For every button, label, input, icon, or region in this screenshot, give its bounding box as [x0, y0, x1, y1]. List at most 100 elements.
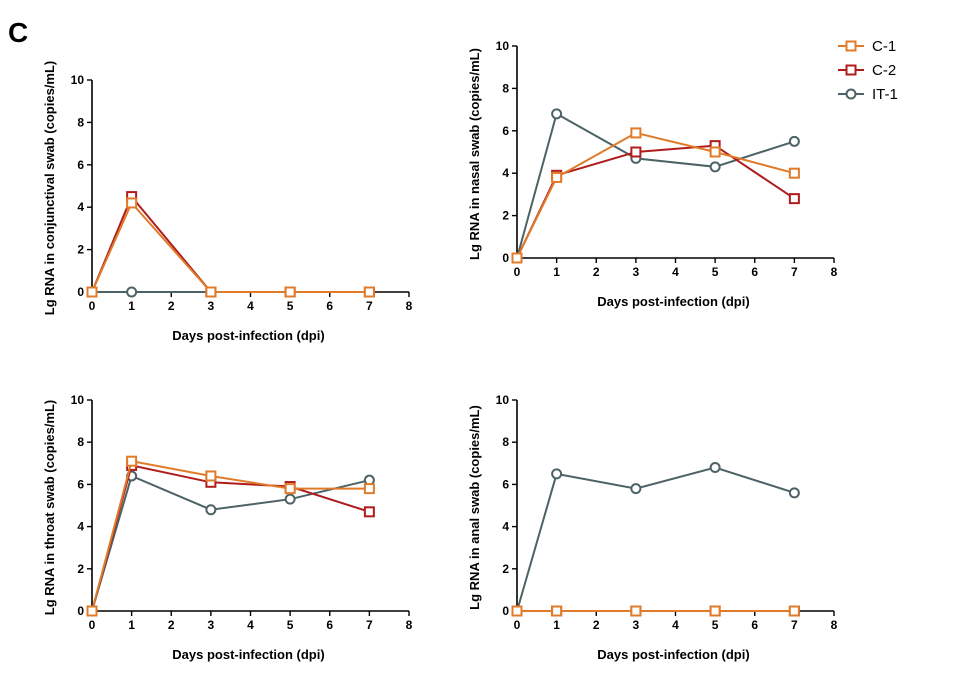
- y-tick-label: 0: [77, 285, 84, 299]
- series-C-1: [86, 455, 375, 617]
- data-point: [511, 252, 523, 264]
- x-tick-label: 2: [168, 618, 175, 632]
- y-tick-label: 4: [502, 166, 509, 180]
- data-point: [551, 171, 563, 183]
- y-tick-label: 4: [502, 520, 509, 534]
- data-point: [709, 462, 721, 474]
- x-tick-label: 1: [553, 265, 560, 279]
- legend-entry-C-2: C-2: [838, 62, 896, 79]
- y-axis-title: Lg RNA in anal swab (copies/mL): [467, 405, 482, 610]
- data-point: [205, 470, 217, 482]
- x-tick-label: 8: [406, 299, 413, 313]
- x-tick-label: 3: [633, 265, 640, 279]
- x-tick-label: 6: [751, 265, 758, 279]
- legend-label: IT-1: [872, 86, 898, 103]
- x-tick-label: 0: [514, 618, 521, 632]
- y-axis-title: Lg RNA in conjunctival swab (copies/mL): [42, 61, 57, 316]
- data-point: [788, 167, 800, 179]
- x-tick-label: 7: [366, 618, 373, 632]
- x-tick-label: 2: [593, 618, 600, 632]
- y-tick-label: 6: [77, 158, 84, 172]
- x-tick-label: 8: [406, 618, 413, 632]
- x-tick-label: 5: [712, 265, 719, 279]
- series-IT-1: [511, 108, 800, 264]
- series-line: [91, 464, 370, 612]
- series-line: [516, 131, 795, 259]
- data-point: [284, 483, 296, 495]
- data-point: [363, 483, 375, 495]
- chart-panel-2: 0 2 4 6 8 10 0 1 2 3 4 5 6 7 8 Days post-infection (dpi…: [467, 39, 838, 309]
- legend-marker: [845, 40, 857, 52]
- x-tick-label: 0: [89, 618, 96, 632]
- legend-entry-C-1: C-1: [838, 38, 896, 55]
- y-tick-label: 8: [77, 115, 84, 129]
- series-line: [91, 194, 370, 293]
- y-tick-label: 10: [496, 393, 510, 407]
- y-tick-label: 2: [502, 562, 509, 576]
- series-line: [516, 466, 795, 612]
- x-tick-label: 0: [89, 299, 96, 313]
- y-tick-label: 2: [502, 209, 509, 223]
- legend-entry-IT-1: IT-1: [838, 86, 898, 103]
- y-tick-label: 10: [71, 73, 85, 87]
- panel-label: C: [8, 17, 28, 48]
- series-C-2: [86, 459, 375, 617]
- charts-group: 0 2 4 6 8 10 0 1 2 3 4 5 6 7 8 Days post-infection (dpi…: [42, 39, 838, 662]
- data-point: [551, 108, 563, 120]
- series-IT-1: [511, 462, 800, 617]
- y-tick-label: 6: [502, 124, 509, 138]
- x-tick-label: 3: [208, 618, 215, 632]
- data-point: [630, 483, 642, 495]
- data-point: [709, 161, 721, 173]
- x-tick-label: 4: [672, 265, 679, 279]
- x-tick-label: 5: [287, 299, 294, 313]
- x-tick-label: 8: [831, 265, 838, 279]
- x-tick-label: 0: [514, 265, 521, 279]
- y-tick-label: 0: [502, 251, 509, 265]
- data-point: [86, 605, 98, 617]
- data-point: [788, 487, 800, 499]
- data-point: [630, 127, 642, 139]
- series-C-1: [511, 127, 800, 264]
- series-C-1: [86, 197, 375, 298]
- y-axis-title: Lg RNA in throat swab (copies/mL): [42, 400, 57, 615]
- data-point: [788, 135, 800, 147]
- x-tick-label: 2: [168, 299, 175, 313]
- x-tick-label: 4: [672, 618, 679, 632]
- data-point: [630, 146, 642, 158]
- x-axis-title: Days post-infection (dpi): [597, 294, 749, 309]
- data-point: [630, 605, 642, 617]
- x-axis-title: Days post-infection (dpi): [172, 328, 324, 343]
- data-point: [284, 286, 296, 298]
- data-point: [126, 455, 138, 467]
- series-C-2: [511, 140, 800, 264]
- y-tick-label: 2: [77, 562, 84, 576]
- x-tick-label: 7: [791, 618, 798, 632]
- x-tick-label: 4: [247, 299, 254, 313]
- y-tick-label: 8: [77, 435, 84, 449]
- data-point: [363, 286, 375, 298]
- x-axis-title: Days post-infection (dpi): [597, 647, 749, 662]
- data-point: [126, 197, 138, 209]
- y-tick-label: 10: [71, 393, 85, 407]
- x-tick-label: 7: [791, 265, 798, 279]
- legend-marker: [845, 64, 857, 76]
- x-tick-label: 6: [326, 299, 333, 313]
- y-tick-label: 2: [77, 243, 84, 257]
- data-point: [788, 193, 800, 205]
- x-axis-title: Days post-infection (dpi): [172, 647, 324, 662]
- series-line: [516, 112, 795, 259]
- y-axis-title: Lg RNA in nasal swab (copies/mL): [467, 48, 482, 260]
- data-point: [363, 506, 375, 518]
- data-point: [709, 146, 721, 158]
- data-point: [86, 286, 98, 298]
- y-tick-label: 8: [502, 81, 509, 95]
- legend: C-1 C-2 IT-1: [838, 38, 898, 103]
- y-tick-label: 4: [77, 200, 84, 214]
- series-IT-1: [86, 470, 375, 617]
- x-tick-label: 5: [287, 618, 294, 632]
- data-point: [551, 468, 563, 480]
- data-point: [511, 605, 523, 617]
- data-point: [205, 286, 217, 298]
- series-line: [91, 201, 370, 293]
